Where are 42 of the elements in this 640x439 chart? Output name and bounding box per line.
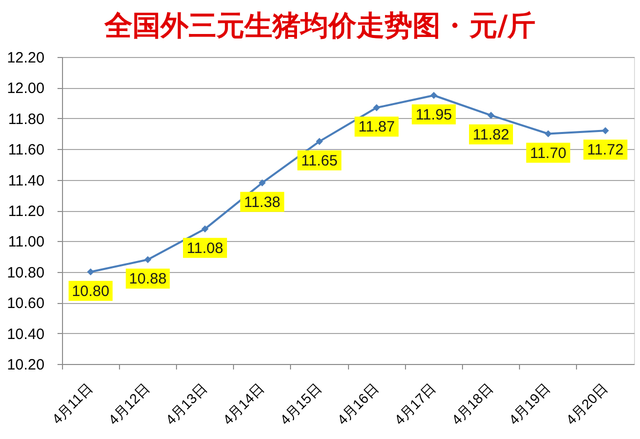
data-label: 11.87 [358, 118, 395, 136]
x-tick-label: 4月12日 [105, 380, 153, 428]
x-tick-label: 4月13日 [162, 380, 210, 428]
x-tick-label: 4月16日 [334, 380, 382, 428]
data-label: 11.82 [472, 126, 510, 144]
x-tick-label: 4月19日 [506, 380, 554, 428]
x-tick-label: 4月11日 [48, 380, 96, 428]
point [373, 104, 380, 112]
y-tick-label: 11.60 [8, 142, 44, 159]
point [544, 130, 552, 138]
x-tick-label: 4月14日 [220, 380, 268, 428]
point [144, 256, 152, 264]
y-tick-label: 12.00 [6, 80, 44, 98]
point [258, 179, 266, 186]
y-tick-label: 10.40 [6, 326, 44, 343]
x-tick-label: 4月15日 [276, 380, 324, 428]
data-label: 10.80 [72, 282, 110, 300]
point [430, 92, 438, 99]
y-tick-label: 11.40 [8, 172, 44, 190]
data-label: 11.72 [587, 142, 624, 159]
data-label: 11.08 [186, 240, 224, 257]
point [316, 138, 323, 145]
point [87, 268, 94, 276]
point [487, 112, 495, 119]
y-tick-label: 10.80 [6, 264, 44, 282]
data-label: 11.65 [301, 152, 338, 170]
data-label: 10.88 [129, 270, 167, 288]
y-tick-label: 12.20 [6, 50, 44, 66]
x-tick-label: 4月17日 [391, 380, 439, 428]
data-label: 11.70 [530, 144, 566, 162]
point [602, 127, 609, 134]
y-tick-label: 10.60 [6, 295, 44, 312]
y-tick-label: 11.00 [8, 234, 44, 251]
data-label: 11.95 [416, 106, 452, 124]
x-tick-label: 4月20日 [562, 380, 610, 428]
y-tick-label: 10.20 [6, 356, 44, 374]
data-label: 11.38 [244, 194, 280, 211]
y-tick-label: 11.80 [8, 110, 44, 128]
x-tick-label: 4月18日 [448, 380, 496, 428]
y-tick-label: 11.20 [8, 203, 44, 220]
chart-title: 全国外三元生猪均价走势图 · 元/斤 [103, 9, 536, 42]
point [201, 225, 209, 232]
